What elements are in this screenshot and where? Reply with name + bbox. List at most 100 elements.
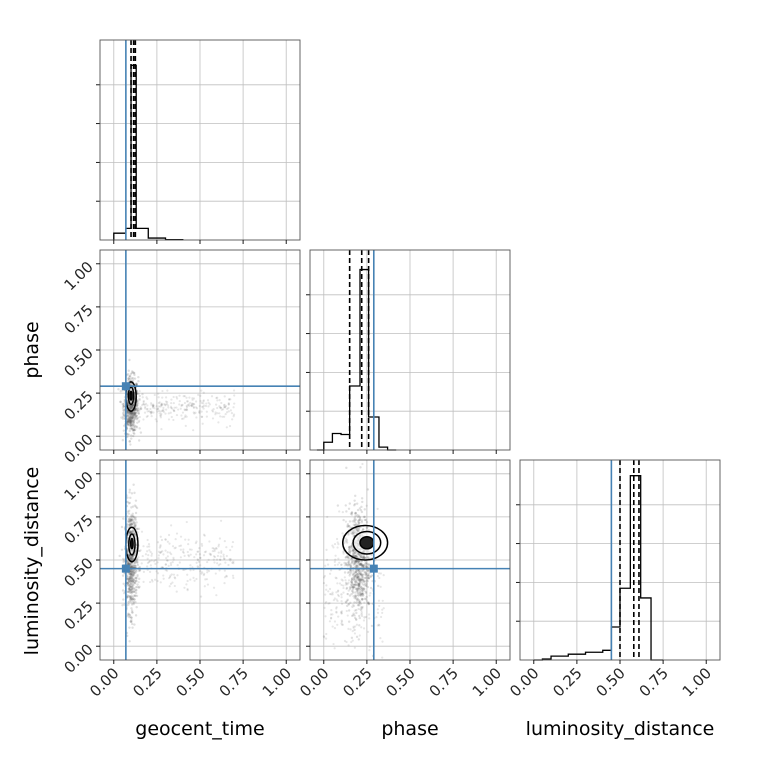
sample-point bbox=[136, 561, 139, 564]
sample-point bbox=[128, 613, 132, 617]
sample-point bbox=[127, 577, 130, 580]
sample-point bbox=[134, 579, 137, 582]
sample-point bbox=[376, 624, 379, 627]
sample-point bbox=[211, 410, 215, 413]
sample-point bbox=[134, 576, 138, 580]
sample-point bbox=[364, 576, 367, 580]
sample-point bbox=[178, 561, 181, 564]
sample-point bbox=[345, 562, 348, 565]
sample-point bbox=[130, 417, 134, 420]
sample-point bbox=[356, 561, 359, 564]
sample-point bbox=[346, 525, 349, 529]
sample-point bbox=[363, 597, 366, 600]
sample-point bbox=[366, 576, 369, 580]
sample-point bbox=[369, 575, 372, 578]
sample-point bbox=[131, 555, 134, 559]
sample-point bbox=[129, 434, 133, 437]
sample-point bbox=[186, 587, 189, 591]
sample-point bbox=[130, 518, 133, 522]
sample-point bbox=[340, 623, 344, 626]
sample-point bbox=[345, 587, 348, 590]
sample-point bbox=[360, 578, 363, 582]
sample-point bbox=[353, 504, 356, 507]
sample-point bbox=[354, 625, 357, 628]
sample-point bbox=[331, 613, 334, 616]
sample-point bbox=[133, 552, 137, 556]
sample-point bbox=[358, 554, 362, 557]
sample-point bbox=[330, 593, 333, 596]
sample-point bbox=[381, 656, 384, 659]
sample-point bbox=[368, 645, 372, 648]
sample-point bbox=[130, 404, 134, 408]
sample-point bbox=[202, 533, 206, 536]
sample-point bbox=[354, 514, 357, 518]
sample-point bbox=[133, 524, 137, 527]
sample-point bbox=[359, 554, 362, 558]
sample-point bbox=[358, 616, 361, 620]
sample-point bbox=[130, 573, 133, 576]
sample-point bbox=[361, 593, 364, 596]
sample-point bbox=[353, 632, 357, 635]
sample-point bbox=[134, 564, 138, 568]
sample-point bbox=[122, 560, 125, 564]
sample-point bbox=[129, 423, 133, 426]
sample-point bbox=[363, 587, 366, 591]
sample-point bbox=[137, 556, 140, 559]
sample-point bbox=[226, 407, 229, 411]
sample-point bbox=[168, 551, 172, 554]
sample-point bbox=[130, 579, 133, 582]
sample-point bbox=[130, 506, 133, 509]
sample-point bbox=[129, 557, 132, 560]
sample-point bbox=[129, 564, 133, 567]
sample-point bbox=[134, 569, 138, 572]
sample-point bbox=[354, 518, 358, 521]
sample-point bbox=[204, 550, 208, 553]
sample-point bbox=[155, 408, 158, 411]
sample-point bbox=[129, 413, 132, 416]
sample-point bbox=[216, 562, 219, 565]
sample-point bbox=[126, 500, 129, 504]
sample-point bbox=[142, 399, 145, 403]
sample-point bbox=[349, 545, 352, 548]
sample-point bbox=[135, 382, 139, 385]
sample-point bbox=[353, 520, 356, 524]
sample-point bbox=[131, 530, 135, 533]
sample-point bbox=[348, 548, 351, 551]
sample-point bbox=[352, 612, 355, 615]
sample-point bbox=[129, 557, 133, 560]
sample-point bbox=[199, 399, 202, 403]
sample-point bbox=[131, 416, 134, 420]
sample-point bbox=[379, 615, 383, 619]
sample-point bbox=[133, 582, 137, 585]
sample-point bbox=[126, 423, 130, 426]
sample-point bbox=[134, 407, 138, 410]
sample-point bbox=[130, 594, 133, 598]
sample-point bbox=[191, 402, 194, 405]
sample-point bbox=[196, 558, 199, 561]
sample-point bbox=[164, 538, 167, 541]
sample-point bbox=[367, 601, 370, 604]
sample-point bbox=[122, 414, 126, 417]
sample-point bbox=[361, 593, 364, 596]
sample-point bbox=[120, 525, 124, 529]
sample-point bbox=[141, 392, 144, 396]
sample-point bbox=[358, 593, 362, 596]
sample-point bbox=[360, 555, 363, 558]
sample-point bbox=[352, 576, 355, 579]
sample-point bbox=[372, 698, 374, 700]
sample-point bbox=[212, 547, 215, 550]
sample-point bbox=[366, 569, 369, 572]
sample-point bbox=[137, 402, 140, 405]
sample-point bbox=[131, 414, 135, 417]
sample-point bbox=[192, 576, 195, 579]
sample-point bbox=[128, 589, 131, 592]
sample-point bbox=[192, 406, 195, 410]
sample-point bbox=[350, 578, 354, 581]
sample-point bbox=[133, 416, 137, 419]
sample-point bbox=[362, 580, 365, 583]
sample-point bbox=[137, 379, 140, 383]
sample-point bbox=[130, 522, 134, 525]
sample-point bbox=[347, 581, 350, 584]
sample-point bbox=[219, 555, 222, 558]
sample-point bbox=[165, 400, 168, 403]
